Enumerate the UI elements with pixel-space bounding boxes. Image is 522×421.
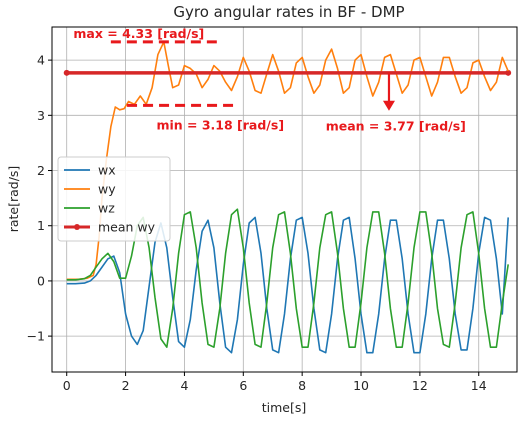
y-tick-label: 4 [37, 53, 45, 68]
series-wy-line [66, 41, 509, 281]
x-tick-label: 14 [471, 378, 487, 393]
mean-arrow-head [382, 100, 395, 111]
series-layer [66, 41, 509, 354]
legend-box [57, 156, 171, 242]
grid [52, 27, 517, 372]
y-tick-label: 1 [37, 218, 45, 233]
x-tick-label: 6 [239, 378, 247, 393]
y-tick-label: 3 [37, 108, 45, 123]
y-axis-label: rate[rad/s] [6, 166, 21, 233]
annotation-label: min = 3.18 [rad/s] [156, 117, 284, 132]
x-tick-label: 8 [298, 378, 306, 393]
y-tick-label: −1 [27, 329, 45, 344]
annotation-label: max = 4.33 [rad/s] [73, 26, 204, 41]
x-tick-label: 0 [63, 378, 71, 393]
legend-label: wz [98, 201, 115, 216]
legend-marker [74, 224, 80, 230]
legend-label: wy [98, 182, 116, 197]
legend-label: wx [98, 163, 116, 178]
x-axis-label: time[s] [262, 400, 307, 415]
annotation-label: mean = 3.77 [rad/s] [326, 118, 466, 133]
legend-label: mean wy [98, 220, 156, 235]
x-tick-label: 2 [122, 378, 130, 393]
annotation-layer: max = 4.33 [rad/s] min = 3.18 [rad/s] mean… [73, 26, 466, 133]
y-tick-label: 0 [37, 273, 45, 288]
chart-title: Gyro angular rates in BF - DMP [173, 3, 404, 21]
x-tick-label: 4 [180, 378, 188, 393]
y-tick-label: 2 [37, 163, 45, 178]
x-tick-label: 12 [412, 378, 428, 393]
legend: wx wy wz mean wy [57, 156, 171, 242]
x-tick-label: 10 [353, 378, 369, 393]
plot-frame [51, 26, 518, 373]
